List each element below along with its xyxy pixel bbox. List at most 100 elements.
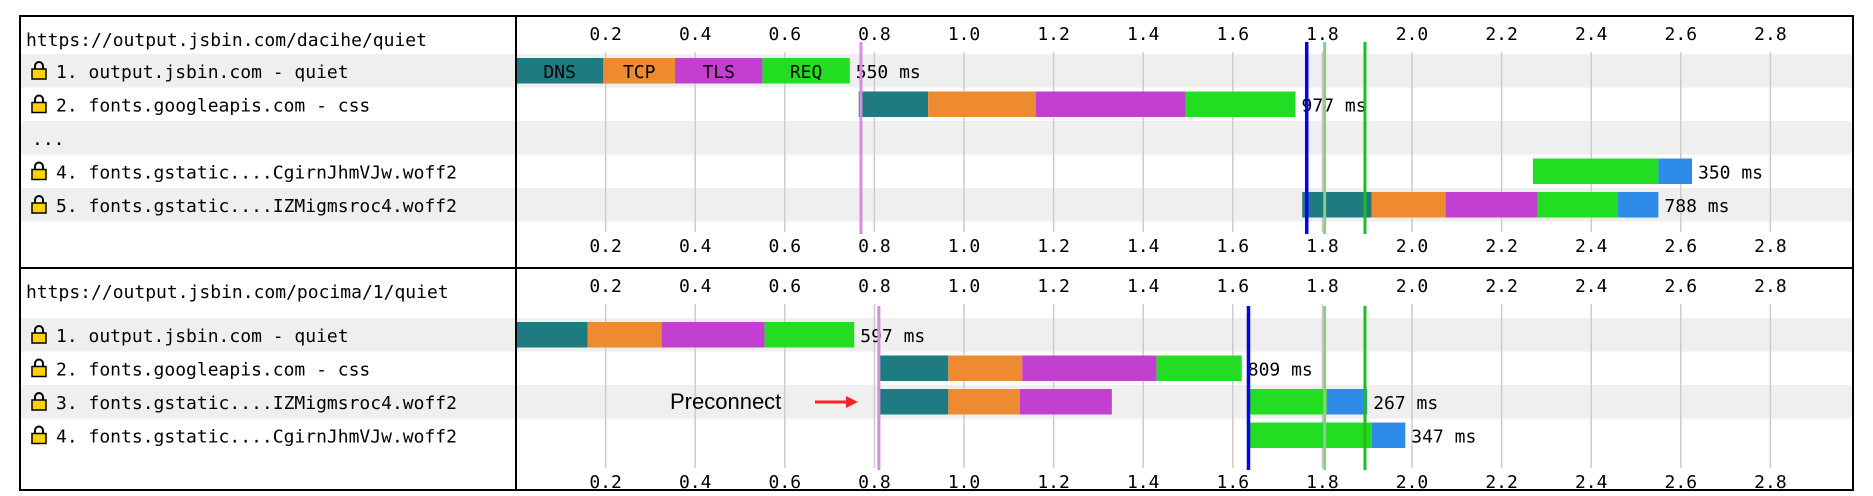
bar-segment-tls bbox=[1020, 389, 1112, 415]
x-tick-label: 0.6 bbox=[769, 24, 802, 45]
bar-segment-tcp bbox=[587, 322, 662, 348]
bar-segment-req bbox=[1537, 192, 1619, 218]
bar-segment-req bbox=[764, 322, 855, 348]
x-tick-label: 1.2 bbox=[1037, 24, 1070, 45]
x-tick-label: 0.8 bbox=[858, 276, 891, 297]
lock-icon bbox=[31, 195, 47, 214]
bar-segment-tcp bbox=[928, 91, 1036, 117]
duration-label: 350 ms bbox=[1698, 163, 1763, 184]
bar-segment-tls bbox=[675, 58, 763, 84]
bar-segment-dns bbox=[1302, 192, 1372, 218]
bar-segment-req bbox=[1532, 158, 1659, 184]
x-tick-label: 1.2 bbox=[1037, 472, 1070, 493]
x-tick-label: 1.4 bbox=[1127, 236, 1160, 257]
request-label: 4. fonts.gstatic....CgirnJhmVJw.woff2 bbox=[56, 163, 457, 184]
x-tick-label: 1.0 bbox=[948, 236, 981, 257]
x-tick-label: 2.4 bbox=[1575, 472, 1608, 493]
x-tick-label: 2.8 bbox=[1754, 276, 1787, 297]
request-label: 2. fonts.googleapis.com - css bbox=[56, 96, 370, 117]
bar-segment-dns bbox=[516, 58, 604, 84]
bar-segment-tcp bbox=[948, 355, 1023, 381]
bar-segment-tcp bbox=[948, 389, 1020, 415]
x-tick-label: 2.2 bbox=[1485, 276, 1518, 297]
x-tick-label: 2.6 bbox=[1665, 24, 1698, 45]
x-tick-label: 1.6 bbox=[1217, 472, 1250, 493]
x-tick-label: 0.4 bbox=[679, 24, 712, 45]
bar-segment-req bbox=[1248, 389, 1327, 415]
x-tick-label: 0.4 bbox=[679, 276, 712, 297]
x-tick-label: 1.4 bbox=[1127, 24, 1160, 45]
x-tick-label: 0.6 bbox=[769, 472, 802, 493]
x-tick-label: 2.2 bbox=[1485, 472, 1518, 493]
duration-label: 597 ms bbox=[860, 326, 925, 347]
x-tick-label: 2.2 bbox=[1485, 236, 1518, 257]
lock-icon bbox=[31, 425, 47, 445]
request-label: 5. fonts.gstatic....IZMigmsroc4.woff2 bbox=[56, 196, 457, 217]
x-tick-label: 1.6 bbox=[1217, 276, 1250, 297]
page-url: https://output.jsbin.com/pocima/1/quiet bbox=[26, 282, 449, 303]
preconnect-annotation: Preconnect bbox=[670, 389, 781, 414]
x-tick-label: 0.2 bbox=[589, 236, 622, 257]
x-tick-label: 1.8 bbox=[1306, 24, 1339, 45]
bar-segment-tcp bbox=[1371, 192, 1446, 218]
duration-label: 550 ms bbox=[856, 62, 921, 83]
x-tick-label: 2.0 bbox=[1396, 236, 1429, 257]
x-tick-label: 2.8 bbox=[1754, 236, 1787, 257]
x-tick-label: 0.4 bbox=[679, 236, 712, 257]
x-tick-label: 0.4 bbox=[679, 472, 712, 493]
lock-icon bbox=[31, 325, 47, 344]
x-tick-label: 1.6 bbox=[1217, 236, 1250, 257]
x-tick-label: 2.0 bbox=[1396, 472, 1429, 493]
phase-label: DNS bbox=[543, 62, 576, 83]
duration-label: 267 ms bbox=[1373, 393, 1438, 414]
row-background bbox=[20, 54, 1853, 88]
bar-segment-download bbox=[1658, 158, 1692, 184]
x-tick-label: 2.0 bbox=[1396, 24, 1429, 45]
x-tick-label: 2.4 bbox=[1575, 24, 1608, 45]
x-tick-label: 2.8 bbox=[1754, 24, 1787, 45]
request-label: 3. fonts.gstatic....IZMigmsroc4.woff2 bbox=[56, 393, 457, 414]
bar-segment-tcp bbox=[603, 58, 676, 84]
duration-label: 809 ms bbox=[1248, 360, 1313, 381]
x-tick-label: 0.2 bbox=[589, 24, 622, 45]
arrow-head-icon bbox=[846, 396, 858, 408]
bar-segment-tls bbox=[1445, 192, 1538, 218]
bar-segment-tls bbox=[661, 322, 765, 348]
x-tick-label: 2.6 bbox=[1665, 236, 1698, 257]
lock-icon bbox=[31, 94, 47, 114]
bar-segment-req bbox=[1156, 355, 1242, 381]
phase-label: REQ bbox=[790, 62, 823, 83]
x-tick-label: 2.8 bbox=[1754, 472, 1787, 493]
x-tick-label: 2.6 bbox=[1665, 276, 1698, 297]
x-tick-label: 2.2 bbox=[1485, 24, 1518, 45]
x-tick-label: 1.2 bbox=[1037, 276, 1070, 297]
bar-segment-dns bbox=[516, 322, 588, 348]
x-tick-label: 0.6 bbox=[769, 236, 802, 257]
request-label: 1. output.jsbin.com - quiet bbox=[56, 326, 349, 347]
x-tick-label: 0.2 bbox=[589, 276, 622, 297]
bar-segment-req bbox=[1185, 91, 1296, 117]
panel-border bbox=[19, 267, 1854, 491]
phase-label: TLS bbox=[702, 62, 735, 83]
duration-label: 977 ms bbox=[1302, 96, 1367, 117]
duration-label: 347 ms bbox=[1411, 427, 1476, 448]
bar-segment-tls bbox=[1035, 91, 1186, 117]
x-tick-label: 2.4 bbox=[1575, 236, 1608, 257]
x-tick-label: 1.8 bbox=[1306, 276, 1339, 297]
lock-icon bbox=[31, 392, 47, 411]
bar-segment-download bbox=[1326, 389, 1368, 415]
duration-label: 788 ms bbox=[1664, 196, 1729, 217]
page-url: https://output.jsbin.com/dacihe/quiet bbox=[26, 30, 427, 51]
x-tick-label: 2.4 bbox=[1575, 276, 1608, 297]
x-tick-label: 1.8 bbox=[1306, 472, 1339, 493]
x-tick-label: 1.8 bbox=[1306, 236, 1339, 257]
x-tick-label: 0.2 bbox=[589, 472, 622, 493]
bar-segment-req bbox=[1248, 422, 1372, 448]
x-tick-label: 2.0 bbox=[1396, 276, 1429, 297]
x-tick-label: 1.4 bbox=[1127, 276, 1160, 297]
request-label: ... bbox=[32, 129, 65, 150]
request-label: 2. fonts.googleapis.com - css bbox=[56, 360, 370, 381]
lock-icon bbox=[31, 358, 47, 378]
lock-icon bbox=[31, 61, 47, 80]
